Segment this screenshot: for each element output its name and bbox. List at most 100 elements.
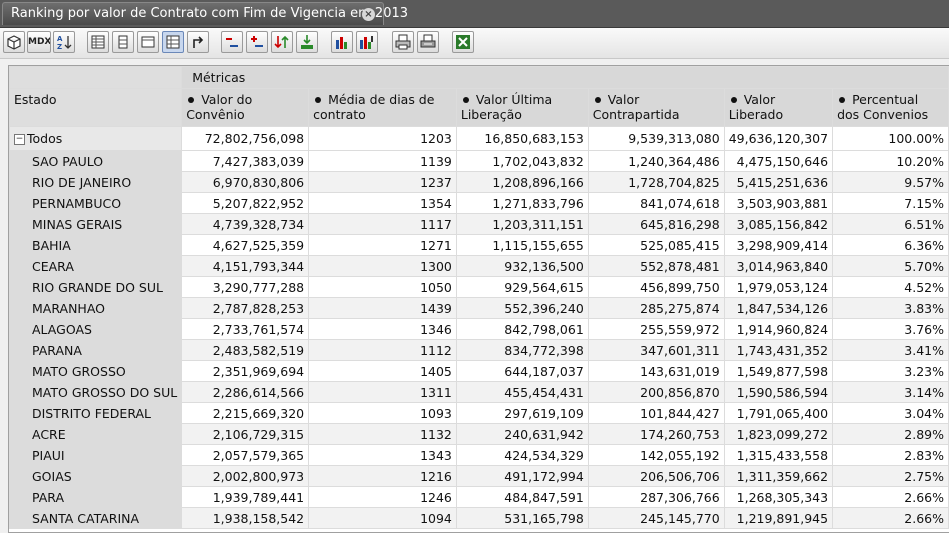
bar-chart-icon[interactable]: [331, 31, 353, 53]
row-header[interactable]: PARANA: [9, 339, 183, 361]
data-cell[interactable]: 1,315,433,558: [723, 444, 834, 466]
data-cell[interactable]: 2,483,582,519: [181, 339, 310, 361]
data-cell[interactable]: 2.66%: [832, 486, 949, 508]
data-cell[interactable]: 4.52%: [832, 276, 949, 298]
row-dimension-header[interactable]: Estado: [9, 88, 183, 127]
data-cell[interactable]: 1246: [308, 486, 457, 508]
row-header[interactable]: PIAUI: [9, 444, 183, 466]
data-cell[interactable]: 1,938,158,542: [181, 507, 310, 529]
data-cell[interactable]: 5,207,822,952: [181, 192, 310, 214]
data-cell[interactable]: 4,475,150,646: [723, 150, 834, 172]
data-cell[interactable]: 2,733,761,574: [181, 318, 310, 340]
column-header[interactable]: Valor Liberado: [723, 88, 834, 127]
data-cell[interactable]: 1,271,833,796: [455, 192, 589, 214]
data-cell[interactable]: 6.36%: [832, 234, 949, 256]
show-properties-icon[interactable]: [162, 31, 184, 53]
drill-through-icon[interactable]: [187, 31, 209, 53]
data-cell[interactable]: 2.75%: [832, 465, 949, 487]
data-cell[interactable]: 1,847,534,126: [723, 297, 834, 319]
data-cell[interactable]: 101,844,427: [587, 402, 725, 424]
data-cell[interactable]: 7.15%: [832, 192, 949, 214]
data-cell[interactable]: 1,311,359,662: [723, 465, 834, 487]
data-cell[interactable]: 2.66%: [832, 507, 949, 529]
drill-replace-icon[interactable]: [271, 31, 293, 53]
row-header[interactable]: MATO GROSSO DO SUL: [9, 381, 183, 403]
data-cell[interactable]: 9,539,313,080: [587, 126, 725, 151]
row-header[interactable]: BAHIA: [9, 234, 183, 256]
data-cell[interactable]: 1346: [308, 318, 457, 340]
data-cell[interactable]: 1,914,960,824: [723, 318, 834, 340]
data-cell[interactable]: 255,559,972: [587, 318, 725, 340]
data-cell[interactable]: 1,702,043,832: [455, 150, 589, 172]
row-header[interactable]: MINAS GERAIS: [9, 213, 183, 235]
data-cell[interactable]: 842,798,061: [455, 318, 589, 340]
data-cell[interactable]: 3,503,903,881: [723, 192, 834, 214]
data-cell[interactable]: 552,396,240: [455, 297, 589, 319]
row-header[interactable]: MARANHAO: [9, 297, 183, 319]
data-cell[interactable]: 72,802,756,098: [181, 126, 310, 151]
data-cell[interactable]: 1271: [308, 234, 457, 256]
data-cell[interactable]: 531,165,798: [455, 507, 589, 529]
data-cell[interactable]: 834,772,398: [455, 339, 589, 361]
data-cell[interactable]: 245,145,770: [587, 507, 725, 529]
data-cell[interactable]: 5.70%: [832, 255, 949, 277]
data-cell[interactable]: 100.00%: [832, 126, 949, 151]
data-cell[interactable]: 174,260,753: [587, 423, 725, 445]
data-cell[interactable]: 2.89%: [832, 423, 949, 445]
data-cell[interactable]: 1,743,431,352: [723, 339, 834, 361]
data-cell[interactable]: 4,739,328,734: [181, 213, 310, 235]
data-cell[interactable]: 1094: [308, 507, 457, 529]
row-header[interactable]: GOIAS: [9, 465, 183, 487]
column-header[interactable]: Percentual dos Convenios: [832, 88, 949, 127]
data-cell[interactable]: 200,856,870: [587, 381, 725, 403]
row-header[interactable]: ALAGOAS: [9, 318, 183, 340]
data-cell[interactable]: 1237: [308, 171, 457, 193]
print-icon[interactable]: [392, 31, 414, 53]
data-cell[interactable]: 3,298,909,414: [723, 234, 834, 256]
close-icon[interactable]: ×: [362, 8, 375, 21]
row-header[interactable]: RIO DE JANEIRO: [9, 171, 183, 193]
data-cell[interactable]: 525,085,415: [587, 234, 725, 256]
column-header[interactable]: Valor do Convênio: [181, 88, 310, 127]
data-cell[interactable]: 1,240,364,486: [587, 150, 725, 172]
data-cell[interactable]: 49,636,120,307: [723, 126, 834, 151]
data-cell[interactable]: 644,187,037: [455, 360, 589, 382]
data-cell[interactable]: 1050: [308, 276, 457, 298]
data-cell[interactable]: 297,619,109: [455, 402, 589, 424]
row-header[interactable]: MATO GROSSO: [9, 360, 183, 382]
drill-position-icon[interactable]: [246, 31, 268, 53]
data-cell[interactable]: 1300: [308, 255, 457, 277]
data-cell[interactable]: 6,970,830,806: [181, 171, 310, 193]
data-cell[interactable]: 1117: [308, 213, 457, 235]
non-empty-icon[interactable]: [87, 31, 109, 53]
row-header[interactable]: SAO PAULO: [9, 150, 183, 172]
data-cell[interactable]: 491,172,994: [455, 465, 589, 487]
data-cell[interactable]: 2,286,614,566: [181, 381, 310, 403]
data-cell[interactable]: 1,208,896,166: [455, 171, 589, 193]
data-cell[interactable]: 2,215,669,320: [181, 402, 310, 424]
data-cell[interactable]: 143,631,019: [587, 360, 725, 382]
data-cell[interactable]: 347,601,311: [587, 339, 725, 361]
data-cell[interactable]: 456,899,750: [587, 276, 725, 298]
data-cell[interactable]: 1,823,099,272: [723, 423, 834, 445]
data-cell[interactable]: 4,627,525,359: [181, 234, 310, 256]
data-cell[interactable]: 142,055,192: [587, 444, 725, 466]
data-cell[interactable]: 16,850,683,153: [455, 126, 589, 151]
print-setup-icon[interactable]: [417, 31, 439, 53]
excel-export-icon[interactable]: [452, 31, 474, 53]
cube-icon[interactable]: [3, 31, 25, 53]
data-cell[interactable]: 285,275,874: [587, 297, 725, 319]
data-cell[interactable]: 1203: [308, 126, 457, 151]
row-header[interactable]: DISTRITO FEDERAL: [9, 402, 183, 424]
data-cell[interactable]: 3,290,777,288: [181, 276, 310, 298]
data-cell[interactable]: 1216: [308, 465, 457, 487]
data-cell[interactable]: 1,791,065,400: [723, 402, 834, 424]
data-cell[interactable]: 1311: [308, 381, 457, 403]
row-header[interactable]: SANTA CATARINA: [9, 507, 183, 529]
data-cell[interactable]: 1093: [308, 402, 457, 424]
data-cell[interactable]: 1,549,877,598: [723, 360, 834, 382]
data-cell[interactable]: 3.14%: [832, 381, 949, 403]
data-cell[interactable]: 552,878,481: [587, 255, 725, 277]
data-cell[interactable]: 932,136,500: [455, 255, 589, 277]
